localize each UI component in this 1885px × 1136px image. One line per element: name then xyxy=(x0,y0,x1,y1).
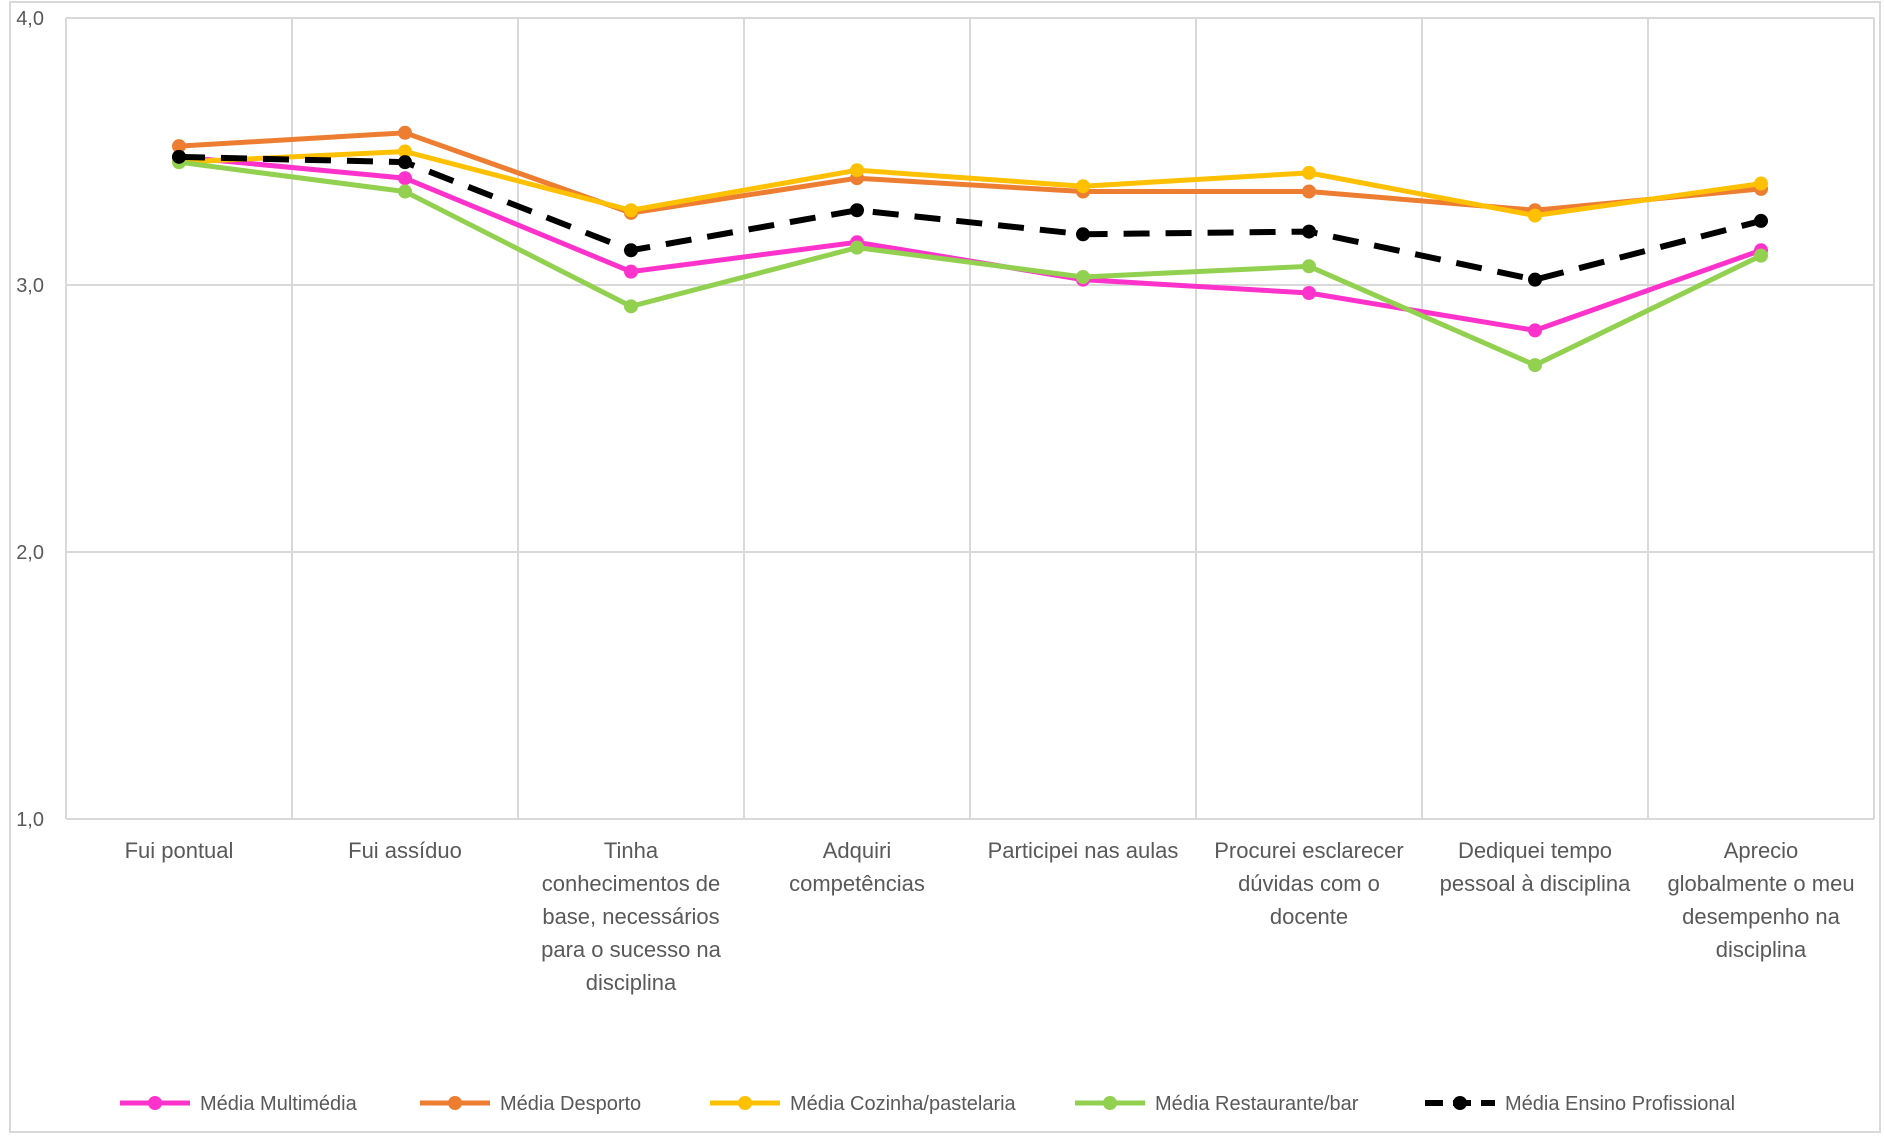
legend-swatch-marker xyxy=(1103,1096,1117,1110)
x-tick-label-line: para o sucesso na xyxy=(541,937,722,962)
x-tick-label-line: desempenho na xyxy=(1682,904,1841,929)
data-point-m-dia-ensino-profissional xyxy=(1076,227,1090,242)
data-point-m-dia-restaurante-bar xyxy=(1528,358,1542,373)
data-point-m-dia-restaurante-bar xyxy=(398,184,412,199)
x-tick-label-line: disciplina xyxy=(586,970,677,995)
data-point-m-dia-desporto xyxy=(172,139,186,154)
x-tick-label-line: Fui pontual xyxy=(125,838,234,863)
x-tick-label-line: Dediquei tempo xyxy=(1458,838,1612,863)
x-tick-label: Fui pontual xyxy=(125,838,234,863)
x-tick-label-line: docente xyxy=(1270,904,1348,929)
data-point-m-dia-cozinha-pastelaria xyxy=(1302,165,1316,180)
y-tick-label: 3,0 xyxy=(16,275,44,297)
x-tick-label-line: dúvidas com o xyxy=(1238,871,1380,896)
series-line-m-dia-cozinha-pastelaria xyxy=(176,149,1764,219)
legend-swatch-marker xyxy=(148,1096,162,1110)
data-point-m-dia-multim-dia xyxy=(624,264,638,279)
data-point-m-dia-restaurante-bar xyxy=(1754,248,1768,263)
x-tick-label-line: Aprecio xyxy=(1724,838,1799,863)
data-point-m-dia-restaurante-bar xyxy=(1302,259,1316,274)
x-tick-label: Adquiri competências xyxy=(789,838,925,896)
x-tick-label-line: conhecimentos de xyxy=(542,871,721,896)
chart-frame xyxy=(9,1,1881,1133)
data-point-m-dia-desporto xyxy=(1302,184,1316,199)
x-tick-label-line: Tinha xyxy=(604,838,659,863)
x-tick-label: Fui assíduo xyxy=(348,838,462,863)
legend-label-m-dia-multim-dia: Média Multimédia xyxy=(200,1093,358,1115)
data-point-m-dia-ensino-profissional xyxy=(1302,224,1316,239)
x-tick-label-line: competências xyxy=(789,871,925,896)
data-point-m-dia-restaurante-bar xyxy=(1076,269,1090,284)
data-point-m-dia-ensino-profissional xyxy=(172,149,186,164)
x-tick-label: Participei nas aulas xyxy=(988,838,1179,863)
data-point-m-dia-ensino-profissional xyxy=(624,243,638,258)
legend-label-m-dia-ensino-profissional: Média Ensino Profissional xyxy=(1505,1093,1735,1115)
data-point-m-dia-cozinha-pastelaria xyxy=(398,144,412,159)
data-point-m-dia-desporto xyxy=(398,125,412,140)
data-point-m-dia-multim-dia xyxy=(398,171,412,186)
data-point-m-dia-cozinha-pastelaria xyxy=(624,203,638,218)
x-tick-label-line: globalmente o meu xyxy=(1667,871,1854,896)
legend-label-m-dia-cozinha-pastelaria: Média Cozinha/pastelaria xyxy=(790,1093,1017,1115)
y-tick-label: 4,0 xyxy=(16,8,44,30)
data-point-m-dia-cozinha-pastelaria xyxy=(850,163,864,178)
x-tick-label-line: base, necessários xyxy=(542,904,719,929)
data-point-m-dia-ensino-profissional xyxy=(398,155,412,170)
series-line-m-dia-restaurante-bar xyxy=(176,159,1764,368)
legend-label-m-dia-restaurante-bar: Média Restaurante/bar xyxy=(1155,1093,1359,1115)
x-tick-label: Tinha conhecimentos de base, necessários pa… xyxy=(541,838,722,995)
data-point-m-dia-multim-dia xyxy=(1302,286,1316,301)
x-tick-label-line: Fui assíduo xyxy=(348,838,462,863)
x-tick-label-line: Participei nas aulas xyxy=(988,838,1179,863)
data-point-m-dia-cozinha-pastelaria xyxy=(1528,208,1542,223)
data-point-m-dia-cozinha-pastelaria xyxy=(1754,176,1768,191)
data-point-m-dia-ensino-profissional xyxy=(850,203,864,218)
data-point-m-dia-multim-dia xyxy=(1528,323,1542,338)
x-tick-label-line: pessoal à disciplina xyxy=(1440,871,1632,896)
x-tick-label: Dediquei tempo pessoal à disciplina xyxy=(1440,838,1632,896)
x-tick-label-line: disciplina xyxy=(1716,937,1807,962)
legend-swatch-marker xyxy=(738,1096,752,1110)
legend-swatch-marker xyxy=(1453,1096,1467,1110)
data-point-m-dia-cozinha-pastelaria xyxy=(1076,179,1090,194)
legend-swatch-marker xyxy=(448,1096,462,1110)
data-point-m-dia-ensino-profissional xyxy=(1754,213,1768,228)
series-line-m-dia-ensino-profissional xyxy=(178,153,1762,283)
legend-label-m-dia-desporto: Média Desporto xyxy=(500,1093,641,1115)
y-tick-label: 2,0 xyxy=(16,542,44,564)
y-tick-label: 1,0 xyxy=(16,809,44,831)
x-tick-label-line: Adquiri xyxy=(823,838,891,863)
data-point-m-dia-ensino-profissional xyxy=(1528,272,1542,287)
x-tick-label: Procurei esclarecer dúvidas com o docente xyxy=(1214,838,1404,929)
data-point-m-dia-restaurante-bar xyxy=(850,240,864,255)
data-point-m-dia-restaurante-bar xyxy=(624,299,638,314)
x-tick-label-line: Procurei esclarecer xyxy=(1214,838,1404,863)
x-tick-label: Aprecio globalmente o meu desempenho na dis… xyxy=(1667,838,1854,962)
